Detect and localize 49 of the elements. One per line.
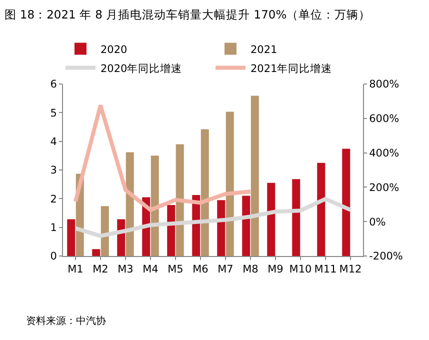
bar	[176, 144, 184, 256]
bar	[67, 219, 76, 256]
x-tick-label: M7	[218, 264, 234, 276]
y2-tick-label: 600%	[369, 113, 400, 126]
bar	[100, 206, 109, 256]
x-tick-label: M2	[92, 264, 108, 276]
y-tick-label: 5	[50, 107, 57, 120]
bar	[250, 96, 259, 256]
chart-title: 图 18：2021 年 8 月插电混动车销量大幅提升 170%（单位：万辆）	[4, 7, 371, 22]
bar	[342, 148, 350, 256]
x-tick-label: M6	[192, 264, 209, 276]
line-series	[74, 196, 352, 238]
y-tick-label: 1	[50, 222, 57, 234]
y2-tick-label: -200%	[369, 250, 403, 263]
line-series	[74, 103, 252, 212]
x-tick-label: M1	[68, 264, 84, 276]
bar	[267, 182, 276, 256]
bar	[167, 204, 176, 256]
text: 资料来源：中汽协	[26, 315, 106, 327]
legend-label: 2021年同比增速	[250, 62, 332, 75]
x-tick-label: M3	[118, 264, 134, 276]
x-tick-label: M11	[314, 264, 337, 276]
bar	[317, 162, 326, 256]
x-tick-label: M5	[168, 264, 184, 276]
y2-tick-label: 400%	[369, 147, 400, 160]
x-tick-label: M12	[339, 264, 362, 276]
bar	[292, 179, 300, 256]
y-tick-label: 2	[50, 193, 57, 206]
legend-label: 2020年同比增速	[100, 62, 182, 75]
bar	[92, 249, 100, 256]
y-tick-label: 4	[50, 136, 58, 148]
y-tick-label: 6	[50, 78, 58, 91]
y-tick-label: 0	[50, 250, 57, 263]
x-tick-label: M9	[268, 264, 284, 276]
y2-tick-label: 800%	[369, 78, 400, 91]
legend-label: 2021	[250, 44, 278, 56]
bar	[126, 152, 134, 256]
x-tick-label: M10	[289, 264, 312, 276]
x-tick-label: M4	[142, 264, 159, 276]
bar	[200, 129, 209, 256]
y2-tick-label: 0%	[369, 216, 386, 228]
bar	[226, 112, 234, 256]
y2-tick-label: 200%	[369, 182, 400, 194]
bar	[150, 156, 159, 256]
x-tick-label: M8	[242, 264, 258, 276]
bar	[217, 200, 226, 256]
y-tick-label: 3	[50, 164, 57, 177]
bar	[242, 196, 250, 256]
legend-label: 2020	[100, 44, 128, 56]
